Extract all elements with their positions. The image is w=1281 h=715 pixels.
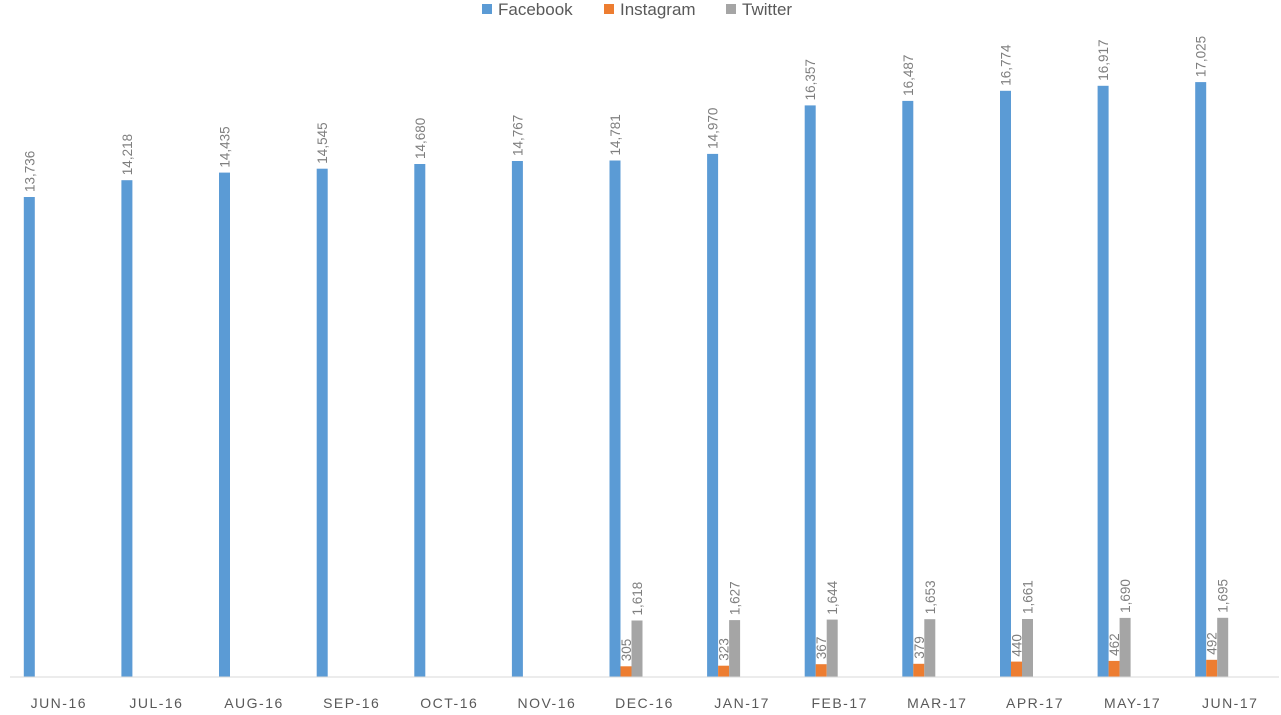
legend-label-twitter: Twitter — [742, 0, 792, 19]
bar-twitter-may-17 — [1119, 617, 1131, 677]
data-label-twitter-jun-17: 1,695 — [1216, 579, 1231, 613]
x-tick-label: JAN-17 — [714, 695, 770, 711]
data-label-instagram-jun-17: 492 — [1205, 632, 1220, 655]
legend: Facebook Instagram Twitter — [482, 0, 792, 19]
x-tick-label: JUN-16 — [31, 695, 87, 711]
data-label-facebook-dec-16: 14,781 — [608, 114, 623, 155]
x-tick-label: MAR-17 — [907, 695, 967, 711]
x-tick-label: JUL-16 — [129, 695, 183, 711]
legend-swatch-twitter — [726, 4, 736, 14]
x-tick-label: OCT-16 — [420, 695, 478, 711]
data-label-facebook-feb-17: 16,357 — [803, 59, 818, 100]
data-label-facebook-may-17: 16,917 — [1096, 40, 1111, 81]
data-label-facebook-jun-17: 17,025 — [1194, 36, 1209, 77]
data-label-facebook-mar-17: 16,487 — [901, 55, 916, 96]
data-label-facebook-aug-16: 14,435 — [218, 126, 233, 167]
data-label-facebook-sep-16: 14,545 — [315, 122, 330, 163]
data-label-instagram-jan-17: 323 — [717, 638, 732, 661]
bar-instagram-jun-17 — [1206, 659, 1218, 677]
x-tick-label: AUG-16 — [224, 695, 284, 711]
data-label-twitter-may-17: 1,690 — [1118, 579, 1133, 613]
x-tick-label: FEB-17 — [811, 695, 867, 711]
data-label-instagram-may-17: 462 — [1107, 633, 1122, 656]
bar-twitter-apr-17 — [1022, 619, 1033, 677]
data-label-twitter-feb-17: 1,644 — [825, 580, 840, 614]
bar-twitter-jun-17 — [1217, 617, 1229, 677]
data-label-facebook-oct-16: 14,680 — [413, 118, 428, 159]
bar-facebook-oct-16 — [414, 164, 426, 677]
data-label-twitter-apr-17: 1,661 — [1021, 580, 1036, 614]
data-label-twitter-dec-16: 1,618 — [630, 582, 645, 616]
bar-facebook-dec-16 — [609, 160, 621, 677]
bar-facebook-nov-16 — [511, 161, 523, 677]
bar-instagram-dec-16 — [620, 666, 632, 677]
bars — [23, 82, 1229, 678]
data-label-facebook-nov-16: 14,767 — [510, 115, 525, 156]
legend-label-facebook: Facebook — [498, 0, 573, 19]
data-label-instagram-apr-17: 440 — [1010, 634, 1025, 657]
legend-swatch-instagram — [604, 4, 614, 14]
bar-twitter-dec-16 — [631, 620, 643, 677]
bar-facebook-apr-17 — [1000, 90, 1011, 678]
bar-facebook-jan-17 — [707, 153, 719, 677]
data-label-facebook-jun-16: 13,736 — [22, 151, 37, 192]
bar-instagram-apr-17 — [1011, 661, 1022, 677]
bar-facebook-may-17 — [1097, 85, 1109, 678]
bar-facebook-sep-16 — [316, 168, 328, 677]
x-tick-label: NOV-16 — [517, 695, 576, 711]
data-labels: 13,736 14,218 14,435 14,545 14,680 14,767 14,7… — [22, 36, 1230, 661]
data-label-twitter-mar-17: 1,653 — [923, 580, 938, 614]
legend-label-instagram: Instagram — [620, 0, 696, 19]
bar-instagram-jan-17 — [718, 665, 730, 677]
bar-facebook-feb-17 — [804, 105, 816, 677]
bar-facebook-jun-17 — [1195, 82, 1207, 678]
data-label-facebook-jul-16: 14,218 — [120, 134, 135, 175]
data-label-instagram-dec-16: 305 — [619, 639, 634, 662]
bar-instagram-feb-17 — [815, 664, 827, 677]
bar-facebook-aug-16 — [219, 172, 230, 677]
bar-instagram-mar-17 — [913, 663, 925, 677]
data-label-facebook-jan-17: 14,970 — [706, 108, 721, 149]
data-label-facebook-apr-17: 16,774 — [999, 44, 1014, 86]
data-label-twitter-jan-17: 1,627 — [728, 581, 743, 615]
legend-swatch-facebook — [482, 4, 492, 14]
x-tick-label: SEP-16 — [323, 695, 380, 711]
bar-instagram-may-17 — [1108, 660, 1120, 677]
data-label-instagram-mar-17: 379 — [912, 636, 927, 659]
data-label-instagram-feb-17: 367 — [814, 637, 829, 660]
bar-facebook-mar-17 — [902, 100, 914, 677]
bar-facebook-jun-16 — [23, 197, 35, 677]
x-tick-label: JUN-17 — [1202, 695, 1258, 711]
x-tick-label: DEC-16 — [615, 695, 674, 711]
bar-facebook-jul-16 — [121, 180, 133, 677]
x-tick-label: APR-17 — [1006, 695, 1064, 711]
bar-twitter-mar-17 — [924, 619, 936, 677]
x-tick-label: MAY-17 — [1104, 695, 1161, 711]
bar-twitter-feb-17 — [826, 619, 838, 677]
bar-twitter-jan-17 — [729, 620, 741, 677]
x-tick-labels: JUN-16 JUL-16 AUG-16 SEP-16 OCT-16 NOV-16 DEC-… — [31, 695, 1258, 711]
